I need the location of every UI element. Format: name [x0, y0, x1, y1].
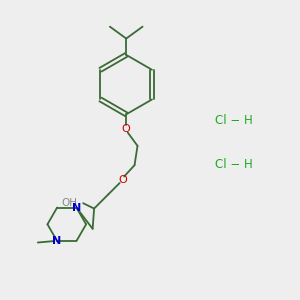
Text: O: O — [122, 124, 130, 134]
Text: Cl − H: Cl − H — [215, 158, 253, 171]
Text: O: O — [118, 175, 127, 185]
Text: OH: OH — [61, 198, 77, 208]
Text: N: N — [52, 236, 62, 246]
Text: N: N — [72, 202, 81, 213]
Text: Cl − H: Cl − H — [215, 114, 253, 127]
